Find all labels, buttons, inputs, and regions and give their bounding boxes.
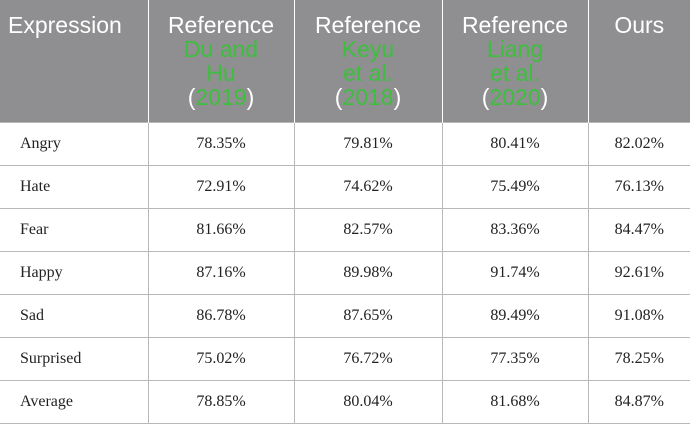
citation-year[interactable]: 2020 [489, 84, 541, 110]
expression-cell: Happy [0, 250, 149, 295]
header-row: Expression Reference Du and Hu (2019) Re… [0, 0, 690, 122]
header-label: Ours [614, 12, 665, 38]
expression-cell: Angry [0, 121, 149, 166]
value-cell: 92.61% [587, 250, 690, 295]
value-cell: 82.02% [587, 121, 690, 166]
value-cell: 82.57% [293, 207, 443, 252]
value-cell: 84.47% [587, 207, 690, 252]
value-cell: 76.13% [587, 164, 690, 209]
header-ours: Ours [588, 0, 690, 122]
expression-cell: Hate [0, 164, 149, 209]
citation-year-wrap: (2019) [187, 84, 255, 110]
value-cell: 80.04% [293, 379, 443, 424]
expression-cell: Surprised [0, 336, 149, 381]
header-expression: Expression [0, 0, 149, 122]
expression-cell: Sad [0, 293, 149, 338]
table-row: Sad 86.78% 87.65% 89.49% 91.08% [0, 293, 690, 338]
citation-year[interactable]: 2019 [195, 84, 247, 110]
value-cell: 83.36% [441, 207, 589, 252]
citation-authors-cont[interactable]: Hu [206, 60, 236, 86]
table-row: Hate 72.91% 74.62% 75.49% 76.13% [0, 164, 690, 209]
value-cell: 86.78% [147, 293, 295, 338]
value-cell: 79.81% [293, 121, 443, 166]
value-cell: 89.98% [293, 250, 443, 295]
table-row: Surprised 75.02% 76.72% 77.35% 78.25% [0, 336, 690, 381]
citation-year-wrap: (2018) [334, 84, 402, 110]
citation-authors-cont[interactable]: et al. [343, 60, 393, 86]
header-label: Reference [314, 12, 422, 38]
value-cell: 87.65% [293, 293, 443, 338]
table-row: Average 78.85% 80.04% 81.68% 84.87% [0, 379, 690, 424]
value-cell: 81.68% [441, 379, 589, 424]
header-label: Reference [461, 12, 569, 38]
citation-authors[interactable]: Liang [486, 36, 544, 62]
expression-cell: Fear [0, 207, 149, 252]
value-cell: 77.35% [441, 336, 589, 381]
value-cell: 78.85% [147, 379, 295, 424]
header-reference-du-hu: Reference Du and Hu (2019) [148, 0, 295, 122]
citation-authors[interactable]: Keyu [341, 36, 395, 62]
value-cell: 75.49% [441, 164, 589, 209]
value-cell: 78.35% [147, 121, 295, 166]
citation-year-wrap: (2020) [481, 84, 549, 110]
value-cell: 81.66% [147, 207, 295, 252]
value-cell: 75.02% [147, 336, 295, 381]
value-cell: 91.74% [441, 250, 589, 295]
citation-year[interactable]: 2018 [342, 84, 394, 110]
value-cell: 80.41% [441, 121, 589, 166]
table-row: Angry 78.35% 79.81% 80.41% 82.02% [0, 121, 690, 166]
header-label: Expression [8, 12, 122, 38]
value-cell: 84.87% [587, 379, 690, 424]
value-cell: 89.49% [441, 293, 589, 338]
citation-authors[interactable]: Du and [183, 36, 259, 62]
table-row: Happy 87.16% 89.98% 91.74% 92.61% [0, 250, 690, 295]
value-cell: 87.16% [147, 250, 295, 295]
table-row: Fear 81.66% 82.57% 83.36% 84.47% [0, 207, 690, 252]
header-label: Reference [167, 12, 275, 38]
header-reference-liang: Reference Liang et al. (2020) [442, 0, 589, 122]
citation-authors-cont[interactable]: et al. [490, 60, 540, 86]
expression-cell: Average [0, 379, 149, 424]
value-cell: 74.62% [293, 164, 443, 209]
header-reference-keyu: Reference Keyu et al. (2018) [294, 0, 443, 122]
value-cell: 72.91% [147, 164, 295, 209]
value-cell: 91.08% [587, 293, 690, 338]
value-cell: 76.72% [293, 336, 443, 381]
value-cell: 78.25% [587, 336, 690, 381]
